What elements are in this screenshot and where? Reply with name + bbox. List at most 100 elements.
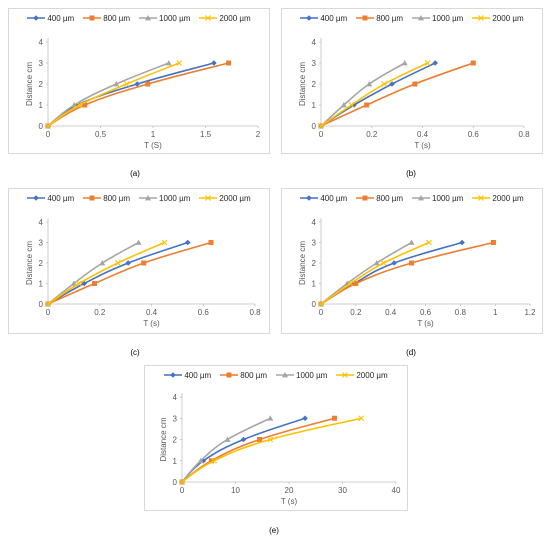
series-line	[47, 241, 188, 305]
data-point	[412, 81, 418, 87]
data-point-stroke-b	[424, 60, 431, 66]
y-axis-title: Distance cm	[159, 417, 168, 461]
data-point	[391, 260, 397, 266]
legend-item: 1000 µm	[412, 11, 463, 25]
data-point	[401, 60, 408, 66]
data-point	[123, 81, 130, 87]
data-point	[373, 260, 380, 266]
x-tick-label: 0.6	[198, 308, 210, 317]
legend-swatch	[83, 15, 102, 21]
data-point-stroke-b	[123, 81, 130, 87]
data-point	[381, 81, 388, 87]
legend-swatch-marker	[478, 195, 485, 201]
chart-panel: 400 µm 800 µm 1000 µm 2000 µm 0 1 2 3 4 0 0.2 0.4 0.…	[8, 188, 270, 334]
legend: 400 µm 800 µm 1000 µm 2000 µm	[144, 368, 408, 382]
legend-label: 1000 µm	[296, 370, 328, 380]
y-tick-label: 2	[173, 436, 178, 445]
y-tick-label: 3	[173, 414, 178, 423]
y-axis-title: Distance cm	[298, 62, 307, 106]
legend-swatch-marker	[306, 195, 313, 201]
y-tick-label: 0	[39, 122, 44, 131]
data-point	[353, 281, 359, 286]
legend-swatch	[220, 372, 239, 378]
series-line	[320, 62, 474, 127]
x-tick-label: 0.6	[420, 308, 432, 317]
legend-item: 400 µm	[300, 11, 347, 25]
legend-swatch-marker	[170, 372, 177, 378]
series-line	[47, 241, 139, 305]
legend-item: 2000 µm	[472, 11, 524, 25]
legend-swatch	[300, 195, 319, 201]
legend-swatch	[412, 15, 431, 21]
y-tick-label: 4	[39, 218, 44, 227]
legend-label: 800 µm	[376, 193, 404, 203]
legend-swatch-marker	[89, 195, 95, 201]
data-point	[389, 81, 395, 87]
legend-swatch	[472, 15, 491, 21]
data-point	[267, 415, 274, 421]
x-tick-label: 0	[319, 130, 324, 139]
legend-label: 2000 µm	[219, 193, 251, 203]
series-line	[47, 241, 165, 305]
legend-swatch-marker	[362, 15, 368, 21]
panel-caption: (d)	[406, 348, 416, 357]
legend: 400 µm 800 µm 1000 µm 2000 µm	[281, 191, 543, 205]
data-point-stroke-b	[45, 301, 51, 307]
legend: 400 µm 800 µm 1000 µm 2000 µm	[8, 191, 270, 205]
legend-item: 800 µm	[220, 368, 267, 382]
x-tick-label: 0	[46, 308, 51, 317]
y-tick-label: 4	[312, 38, 317, 47]
legend-label: 800 µm	[240, 370, 268, 380]
plot-area: 0 1 2 3 4 0 0.2 0.4 0.6 0.8 T (s) Distance cm	[25, 218, 261, 328]
legend-swatch	[27, 195, 46, 201]
data-point	[92, 281, 98, 286]
legend-swatch-marker-stroke-b	[478, 15, 485, 21]
legend-label: 1000 µm	[159, 13, 191, 23]
y-tick-label: 2	[312, 80, 317, 89]
data-point	[176, 60, 183, 66]
chart-panel: 400 µm 800 µm 1000 µm 2000 µm 0 1 2 3 4 0 10 20 30 40…	[144, 365, 408, 511]
legend-label: 400 µm	[184, 370, 212, 380]
data-point	[165, 60, 172, 66]
data-point-stroke-b	[348, 102, 355, 108]
legend-swatch-marker	[282, 372, 289, 378]
y-tick-label: 3	[39, 239, 44, 248]
legend-item: 2000 µm	[336, 368, 388, 382]
data-point	[358, 415, 365, 422]
chart-frame	[281, 8, 543, 154]
data-point-stroke-b	[45, 123, 51, 129]
legend-item: 400 µm	[27, 191, 74, 205]
legend-item: 800 µm	[356, 191, 403, 205]
legend-item: 400 µm	[164, 368, 211, 382]
y-tick-label: 4	[312, 218, 317, 227]
data-point	[208, 458, 214, 464]
legend-swatch-marker-stroke-b	[342, 372, 349, 378]
legend-item: 800 µm	[83, 11, 130, 25]
legend-item: 1000 µm	[139, 191, 190, 205]
y-tick-label: 0	[39, 300, 44, 309]
y-tick-label: 0	[312, 300, 317, 309]
x-tick-label: 0.8	[455, 308, 467, 317]
x-tick-label: 40	[392, 486, 401, 495]
legend-swatch-marker	[145, 195, 152, 201]
legend-label: 2000 µm	[219, 13, 251, 23]
data-point-stroke-b	[318, 123, 324, 129]
legend-item: 400 µm	[300, 191, 347, 205]
legend-label: 800 µm	[103, 13, 131, 23]
legend-swatch-marker	[362, 195, 368, 201]
x-axis-title: T (s)	[143, 319, 160, 328]
y-tick-label: 1	[312, 280, 317, 289]
series-line	[181, 417, 362, 483]
y-axis-title: Distance cm	[25, 62, 34, 106]
legend-label: 400 µm	[320, 13, 348, 23]
chart-panel: 400 µm 800 µm 1000 µm 2000 µm 0 1 2 3 4 0 0.5 1 1.5 2…	[8, 8, 270, 154]
legend-swatch-marker	[418, 15, 425, 21]
series-line	[320, 241, 430, 305]
legend-item: 1000 µm	[276, 368, 327, 382]
series-line	[320, 62, 428, 127]
data-point	[432, 60, 438, 66]
data-point	[45, 301, 51, 307]
data-point-stroke-b	[347, 280, 354, 287]
panel-caption: (c)	[130, 348, 140, 357]
data-point	[302, 415, 308, 422]
